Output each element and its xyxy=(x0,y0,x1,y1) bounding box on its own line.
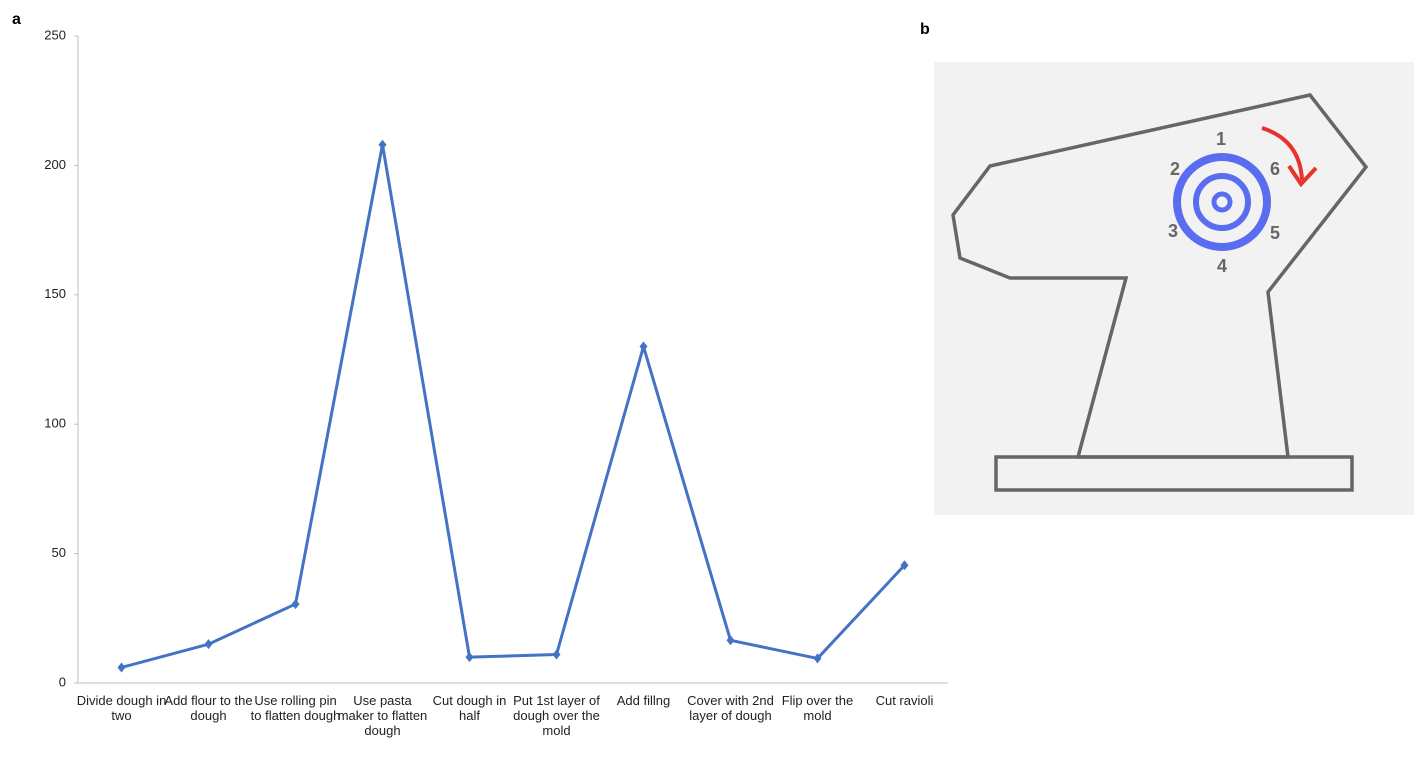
y-tick-label: 200 xyxy=(44,157,66,172)
dial-inner xyxy=(1193,173,1251,231)
mold-diagram: 1 2 3 4 5 6 xyxy=(934,62,1414,515)
data-point xyxy=(465,652,474,663)
dial-label: 2 xyxy=(1170,159,1180,179)
panel-label: b xyxy=(920,21,930,38)
y-tick-label: 150 xyxy=(44,286,66,301)
mold-base xyxy=(994,455,1354,492)
data-point xyxy=(204,639,213,650)
data-point xyxy=(291,599,300,610)
data-point xyxy=(726,635,735,646)
dial-center xyxy=(1211,191,1233,213)
data-point xyxy=(552,649,561,660)
data-point xyxy=(813,653,822,664)
dial-outer xyxy=(1173,153,1271,251)
y-tick-label: 100 xyxy=(44,416,66,431)
rotation-arrow xyxy=(1261,126,1304,181)
x-tick-label: Use rolling pin to flatten dough xyxy=(250,693,341,723)
y-tick-label: 50 xyxy=(52,545,66,560)
x-tick-label: Use pasta maker to flatten dough xyxy=(337,693,428,738)
panel-label: a xyxy=(12,11,21,28)
x-tick-label: Add fillng xyxy=(616,693,671,708)
x-tick-label: Add flour to the dough xyxy=(164,693,253,723)
data-point xyxy=(639,341,648,352)
x-tick-label: Cover with 2nd layer of dough xyxy=(687,693,774,723)
x-tick-label: Cut dough in half xyxy=(432,693,507,723)
dial-label: 4 xyxy=(1217,256,1227,276)
dial-label: 6 xyxy=(1270,159,1280,179)
dial-label: 3 xyxy=(1168,221,1178,241)
y-tick-label: 0 xyxy=(59,674,66,689)
dial-label: 5 xyxy=(1270,223,1280,243)
x-tick-label: Divide dough in two xyxy=(76,693,167,723)
data-line xyxy=(121,143,906,669)
x-tick-label: Put 1st layer of dough over the mold xyxy=(513,693,600,738)
arrow-head xyxy=(1287,164,1318,188)
diagram-background xyxy=(934,62,1414,515)
x-tick-label: Flip over the mold xyxy=(781,693,854,723)
dial-label: 1 xyxy=(1216,129,1226,149)
data-point xyxy=(117,662,126,673)
y-tick-label: 250 xyxy=(44,27,66,42)
data-point xyxy=(900,560,909,571)
data-point xyxy=(378,139,387,150)
x-tick-label: Cut ravioli xyxy=(875,693,934,708)
